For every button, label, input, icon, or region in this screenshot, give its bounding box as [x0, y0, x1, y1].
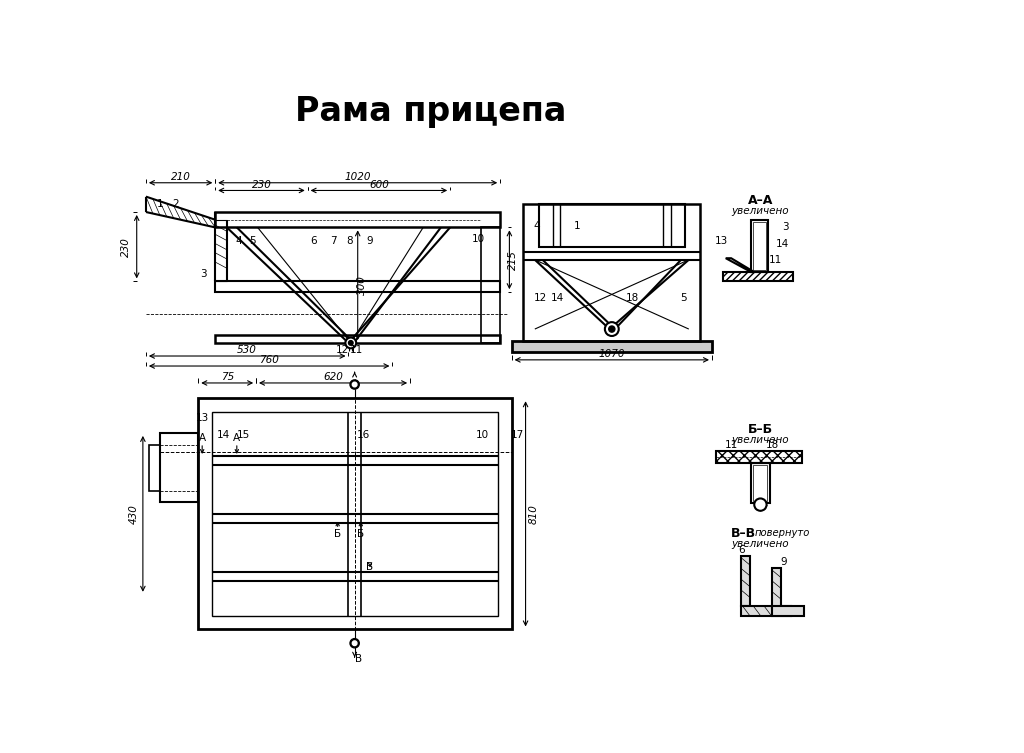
Circle shape [348, 340, 353, 345]
Text: увеличено: увеличено [731, 435, 790, 445]
Text: 10: 10 [476, 430, 489, 441]
Bar [741, 556, 751, 606]
Text: 760: 760 [259, 355, 280, 365]
Text: увеличено: увеличено [731, 539, 790, 549]
Text: 10: 10 [472, 234, 485, 244]
Text: 5: 5 [680, 293, 687, 303]
Bar [716, 451, 802, 463]
Text: 11: 11 [349, 345, 362, 355]
Bar [512, 340, 712, 352]
Text: 9: 9 [366, 236, 373, 245]
Text: A: A [199, 434, 206, 444]
Bar [754, 222, 766, 270]
Text: 230: 230 [121, 236, 131, 257]
Bar [772, 606, 804, 615]
Circle shape [755, 498, 767, 511]
Text: 6: 6 [310, 236, 317, 245]
Text: 810: 810 [528, 504, 539, 524]
Text: 16: 16 [357, 430, 371, 441]
Text: 600: 600 [369, 180, 389, 190]
Text: 11: 11 [769, 255, 782, 265]
Text: 12: 12 [336, 345, 349, 355]
Bar [160, 433, 199, 502]
Bar [539, 204, 685, 247]
Text: А–А: А–А [748, 194, 773, 207]
Circle shape [352, 383, 357, 387]
Text: 14: 14 [551, 293, 564, 303]
Text: повернуто: повернуто [755, 528, 810, 538]
Text: 210: 210 [171, 172, 190, 181]
Circle shape [608, 326, 614, 332]
Text: 1070: 1070 [599, 349, 625, 358]
Text: 620: 620 [324, 372, 343, 382]
Bar [481, 227, 500, 343]
Bar [199, 398, 512, 630]
Bar [150, 444, 160, 491]
Text: 6: 6 [738, 545, 744, 555]
Text: Рама прицепа: Рама прицепа [295, 96, 566, 129]
Text: 9: 9 [780, 557, 786, 567]
Text: 4: 4 [534, 221, 541, 231]
Bar [215, 335, 500, 343]
Text: 18: 18 [626, 293, 639, 303]
Text: 1020: 1020 [344, 172, 371, 181]
Text: A: A [233, 434, 241, 444]
Text: 14: 14 [216, 430, 229, 441]
Text: В: В [367, 562, 374, 572]
Text: 1: 1 [573, 221, 581, 231]
Text: 15: 15 [237, 430, 250, 441]
Text: В–В: В–В [731, 526, 756, 540]
Bar [772, 568, 781, 608]
Bar [212, 412, 498, 615]
Text: 300: 300 [356, 276, 367, 295]
Bar [752, 463, 770, 503]
Text: 11: 11 [725, 440, 737, 450]
Text: 230: 230 [252, 180, 271, 190]
Text: увеличено: увеличено [731, 206, 790, 216]
Circle shape [350, 639, 359, 648]
Circle shape [605, 322, 618, 336]
Text: 1: 1 [157, 200, 163, 209]
Bar [215, 212, 500, 227]
Bar [523, 204, 700, 340]
Text: 2: 2 [172, 200, 178, 209]
Text: 13: 13 [196, 413, 209, 422]
Text: 7: 7 [330, 236, 336, 245]
Text: 13: 13 [716, 236, 728, 246]
Bar [754, 465, 767, 501]
Circle shape [352, 641, 357, 645]
Text: 3: 3 [781, 222, 788, 233]
Text: 18: 18 [765, 440, 778, 450]
Bar [752, 220, 768, 272]
Text: 14: 14 [775, 239, 788, 249]
Text: 3: 3 [201, 269, 207, 279]
Circle shape [350, 380, 359, 389]
Text: Б–Б: Б–Б [748, 422, 773, 436]
Bar [215, 282, 500, 292]
Text: 430: 430 [129, 504, 138, 524]
Circle shape [345, 337, 356, 349]
Polygon shape [726, 258, 755, 272]
Text: 530: 530 [238, 345, 257, 355]
Text: 17: 17 [511, 430, 524, 441]
Bar [724, 272, 793, 282]
Text: Б: Б [357, 529, 365, 539]
Text: 8: 8 [347, 236, 353, 245]
Text: В: В [355, 654, 362, 663]
Text: 12: 12 [534, 293, 547, 303]
Text: 215: 215 [508, 250, 518, 270]
Bar [741, 606, 792, 615]
Text: 75: 75 [220, 372, 233, 382]
Text: 4: 4 [236, 236, 242, 245]
Text: Б: Б [334, 529, 341, 539]
Text: 5: 5 [249, 236, 256, 245]
